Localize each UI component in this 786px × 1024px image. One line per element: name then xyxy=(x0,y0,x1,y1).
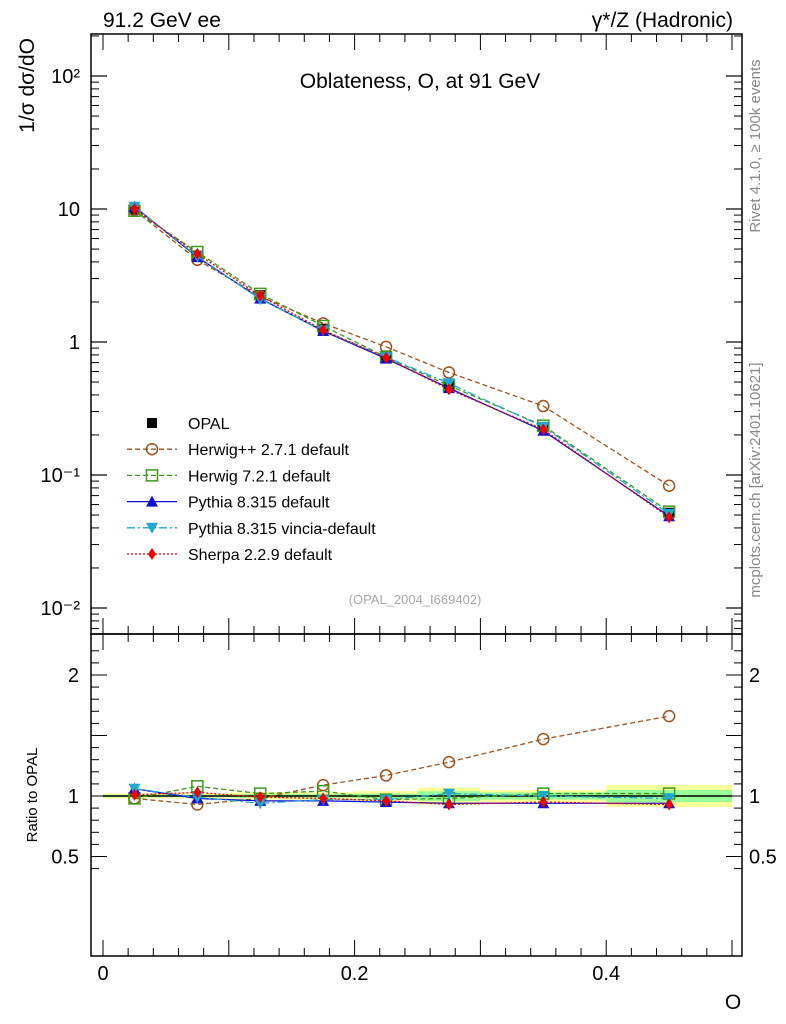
ratio-data-point xyxy=(256,791,265,804)
ratio-y-tick-label: 2 xyxy=(68,665,79,687)
ratio-data-point xyxy=(539,796,548,809)
main-panel: Oblateness, O, at 91 GeV (OPAL_2004_I669… xyxy=(16,33,743,635)
ratio-y-tick-label: 1 xyxy=(68,786,79,808)
legend-label: Sherpa 2.2.9 default xyxy=(188,547,333,564)
main-series-group xyxy=(128,200,676,524)
legend-label: Herwig++ 2.7.1 default xyxy=(188,442,350,459)
ratio-data-point xyxy=(665,798,674,811)
legend-entry: Sherpa 2.2.9 default xyxy=(127,547,333,564)
ratio-y-tick-label-right: 2 xyxy=(749,665,760,687)
legend: OPAL Herwig++ 2.7.1 default Herwig 7.2.1 d… xyxy=(127,416,376,564)
y-tick-label: 1 xyxy=(69,332,80,354)
legend-marker xyxy=(145,442,159,456)
rivet-label: Rivet 4.1.0, ≥ 100k events xyxy=(747,59,764,232)
x-tick-label: 0 xyxy=(97,963,108,985)
ratio-data-point xyxy=(254,798,267,810)
ratio-data-point xyxy=(193,786,202,799)
ratio-data-point xyxy=(379,769,393,782)
legend-label: Herwig 7.2.1 default xyxy=(188,468,331,485)
legend-marker xyxy=(146,495,158,507)
ratio-ylabel: Ratio to OPAL xyxy=(24,748,41,843)
series-line xyxy=(134,210,670,513)
ratio-data-point xyxy=(662,709,676,723)
legend-entry: Herwig 7.2.1 default xyxy=(127,468,331,485)
x-axis-label: O xyxy=(725,991,741,1014)
legend-marker xyxy=(146,522,158,534)
legend-marker xyxy=(145,469,159,482)
ratio-series-group xyxy=(128,709,676,811)
ratio-data-point xyxy=(130,788,139,801)
legend-entry: OPAL xyxy=(147,416,230,433)
x-tick-label: 0.2 xyxy=(341,963,369,985)
ratio-data-point xyxy=(444,798,453,811)
ratio-frame xyxy=(90,633,743,957)
ratio-series-line xyxy=(134,715,670,806)
header-left: 91.2 GeV ee xyxy=(103,9,221,32)
data-point xyxy=(319,324,328,337)
data-point xyxy=(256,289,265,302)
ratio-data-point xyxy=(442,755,456,769)
data-point xyxy=(130,203,139,215)
main-frame xyxy=(90,33,743,635)
ratio-panel: 0.5 0.5 1 1 2 2 0 0.2 0.4 Ratio to OPAL O xyxy=(24,633,777,1014)
ratio-series-line xyxy=(134,791,670,806)
y-tick-label: 10 xyxy=(58,199,80,221)
ratio-data-point xyxy=(442,788,455,800)
series-line xyxy=(134,206,670,517)
data-point xyxy=(444,383,453,396)
series-sherpa-2-2-9-default xyxy=(130,203,674,524)
legend-marker xyxy=(148,548,156,560)
ratio-axes: 0.5 0.5 1 1 2 2 0 0.2 0.4 xyxy=(51,633,777,985)
ratio-series-line xyxy=(134,785,670,801)
ratio-y-tick-label-right: 0.5 xyxy=(749,847,777,869)
series-line xyxy=(134,208,670,518)
header-right: γ*/Z (Hadronic) xyxy=(592,9,733,32)
mcplots-label: mcplots.cern.ch [arXiv:2401.10621] xyxy=(747,362,764,597)
x-tick-label: 0.4 xyxy=(592,963,620,985)
main-axes: 10⁻² 10⁻¹ 1 10 10² xyxy=(41,33,743,635)
legend-entry: Pythia 8.315 default xyxy=(127,495,330,512)
data-point xyxy=(442,366,456,379)
legend-label: Pythia 8.315 vincia-default xyxy=(188,521,376,538)
legend-marker xyxy=(147,418,157,428)
ratio-data-point xyxy=(537,732,550,746)
data-point xyxy=(539,423,548,436)
data-point xyxy=(662,479,676,493)
data-point xyxy=(382,351,391,364)
ratio-series-sherpa-2-2-9-default xyxy=(130,786,674,811)
legend-label: OPAL xyxy=(188,416,230,433)
legend-entry: Herwig++ 2.7.1 default xyxy=(127,442,350,459)
main-title: Oblateness, O, at 91 GeV xyxy=(300,70,540,93)
main-ylabel: 1/σ dσ/dO xyxy=(16,38,39,133)
y-tick-label: 10² xyxy=(51,66,80,88)
y-tick-label: 10⁻² xyxy=(41,598,81,620)
y-tick-label: 10⁻¹ xyxy=(41,465,81,487)
ratio-data-point xyxy=(319,792,328,805)
data-point xyxy=(193,247,202,260)
series-line xyxy=(134,209,670,487)
data-point xyxy=(665,511,674,524)
data-point xyxy=(537,399,550,413)
legend-entry: Pythia 8.315 vincia-default xyxy=(127,521,376,538)
ratio-data-point xyxy=(382,794,391,807)
ratio-series-line xyxy=(134,788,670,804)
analysis-watermark: (OPAL_2004_I669402) xyxy=(349,592,482,607)
ratio-y-tick-label-right: 1 xyxy=(749,786,760,808)
series-line xyxy=(134,206,670,515)
ratio-y-tick-label: 0.5 xyxy=(51,847,79,869)
legend-label: Pythia 8.315 default xyxy=(188,495,330,512)
